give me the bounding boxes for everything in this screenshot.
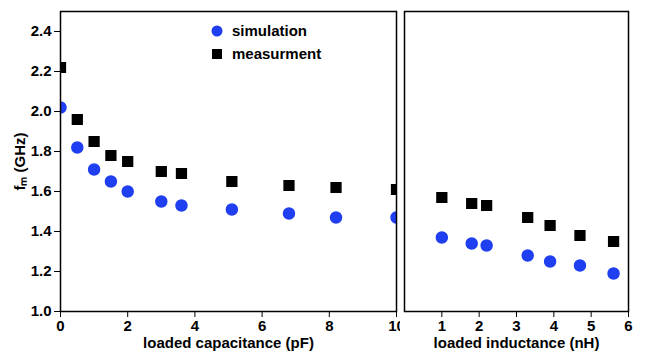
html-text:simulation: simulation — [232, 22, 307, 39]
svg-text:3: 3 — [512, 317, 520, 334]
svg-text:2.2: 2.2 — [31, 62, 52, 79]
svg-text:1: 1 — [438, 317, 446, 334]
svg-text:1.6: 1.6 — [31, 182, 52, 199]
svg-text:2: 2 — [124, 317, 132, 334]
svg-text:loaded capacitance (pF): loaded capacitance (pF) — [143, 334, 314, 351]
svg-text:6: 6 — [258, 317, 266, 334]
svg-text:4: 4 — [550, 317, 559, 334]
svg-text:2.4: 2.4 — [31, 22, 53, 39]
svg-text:8: 8 — [325, 317, 333, 334]
html-text:measurment: measurment — [232, 45, 322, 62]
svg-text:fₘ (GHz): fₘ (GHz) — [11, 132, 28, 190]
svg-text:10: 10 — [388, 317, 400, 334]
svg-text:0: 0 — [56, 317, 64, 334]
svg-text:2.0: 2.0 — [31, 102, 52, 119]
svg-text:1.2: 1.2 — [31, 262, 52, 279]
svg-text:1.0: 1.0 — [31, 302, 52, 319]
svg-text:1.4: 1.4 — [31, 222, 53, 239]
svg-text:6: 6 — [624, 317, 632, 334]
svg-text:5: 5 — [587, 317, 595, 334]
svg-text:4: 4 — [191, 317, 200, 334]
svg-text:2: 2 — [475, 317, 483, 334]
svg-text:loaded inductance (nH): loaded inductance (nH) — [434, 334, 600, 351]
svg-text:1.8: 1.8 — [31, 142, 52, 159]
